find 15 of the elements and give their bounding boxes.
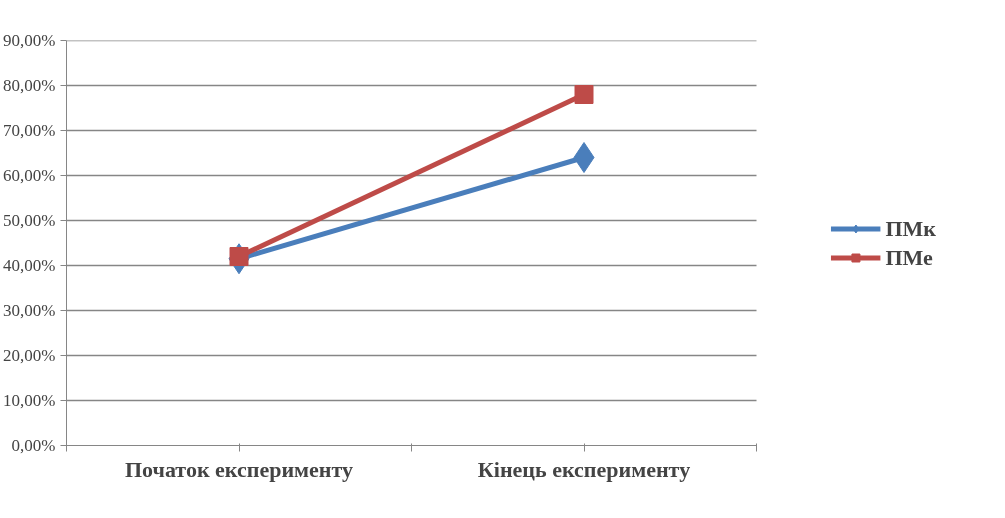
- point: [574, 85, 594, 104]
- y-tick-label: 90,00%: [3, 31, 56, 50]
- y-tick-label: 50,00%: [3, 211, 56, 230]
- y-tick-label: 40,00%: [3, 256, 56, 275]
- y-tick-label: 30,00%: [3, 301, 56, 320]
- y-tick-label: 0,00%: [11, 436, 56, 455]
- x-tick-label: Кінець експерименту: [477, 456, 691, 482]
- legend-label: ПМк: [885, 215, 936, 241]
- y-tick-label: 80,00%: [3, 76, 56, 95]
- y-tick-label: 10,00%: [3, 391, 56, 410]
- y-tick-label: 20,00%: [3, 346, 56, 365]
- legend-label: ПМе: [885, 244, 933, 270]
- y-tick-label: 60,00%: [3, 166, 56, 185]
- x-tick-label: Початок експерименту: [124, 456, 354, 482]
- y-tick-label: 70,00%: [3, 121, 56, 140]
